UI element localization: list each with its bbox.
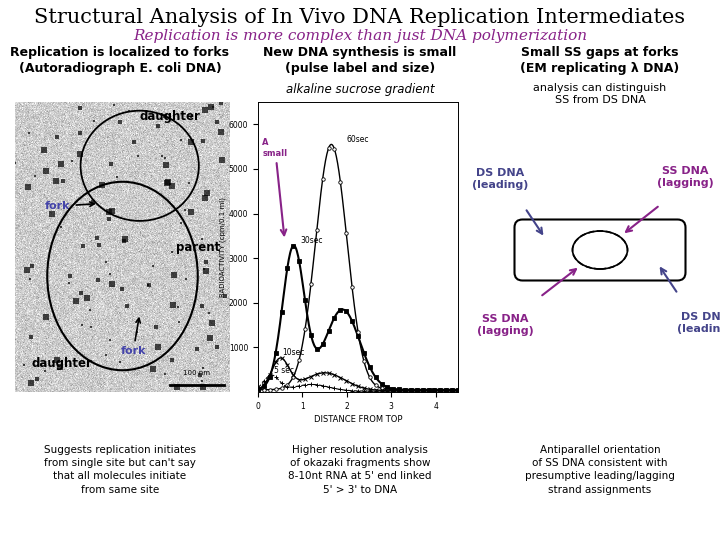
Text: daughter: daughter (140, 110, 200, 123)
Text: alkaline sucrose gradient: alkaline sucrose gradient (286, 83, 434, 96)
Text: daughter: daughter (32, 356, 93, 369)
Text: SS DNA
(lagging): SS DNA (lagging) (657, 166, 714, 188)
FancyBboxPatch shape (515, 219, 685, 280)
Text: DS DNA
(leading): DS DNA (leading) (472, 168, 528, 190)
X-axis label: DISTANCE FROM TOP: DISTANCE FROM TOP (314, 415, 402, 424)
Text: 5 sec: 5 sec (274, 366, 294, 375)
Ellipse shape (572, 231, 628, 269)
Text: Replication is more complex than just DNA polymerization: Replication is more complex than just DN… (133, 29, 587, 43)
Text: 30sec: 30sec (300, 235, 323, 245)
Text: SS DNA
(lagging): SS DNA (lagging) (477, 314, 534, 335)
Text: 10sec: 10sec (282, 348, 305, 357)
Text: Structural Analysis of In Vivo DNA Replication Intermediates: Structural Analysis of In Vivo DNA Repli… (35, 8, 685, 27)
Text: Small SS gaps at forks
(EM replicating λ DNA): Small SS gaps at forks (EM replicating λ… (521, 46, 680, 75)
Text: fork: fork (120, 318, 146, 356)
Text: 100 nm: 100 nm (183, 370, 210, 376)
Text: 60sec: 60sec (347, 135, 369, 144)
Text: parent: parent (176, 240, 220, 253)
Y-axis label: RADIOACTIVITY (cpm/0.1 ml): RADIOACTIVITY (cpm/0.1 ml) (220, 197, 226, 297)
Text: Higher resolution analysis
of okazaki fragments show
8-10nt RNA at 5' end linked: Higher resolution analysis of okazaki fr… (288, 445, 432, 495)
Text: New DNA synthesis is small
(pulse label and size): New DNA synthesis is small (pulse label … (264, 46, 456, 75)
Text: Suggests replication initiates
from single site but can't say
that all molecules: Suggests replication initiates from sing… (44, 445, 196, 495)
Text: DS DNA
(leading): DS DNA (leading) (677, 312, 720, 334)
Text: fork: fork (45, 201, 94, 211)
Text: Antiparallel orientation
of SS DNA consistent with
presumptive leading/lagging
s: Antiparallel orientation of SS DNA consi… (525, 445, 675, 495)
Text: analysis can distinguish
SS from DS DNA: analysis can distinguish SS from DS DNA (534, 83, 667, 105)
Text: Replication is localized to forks
(Autoradiograph E. coli DNA): Replication is localized to forks (Autor… (11, 46, 230, 75)
Text: A
small: A small (263, 138, 287, 235)
